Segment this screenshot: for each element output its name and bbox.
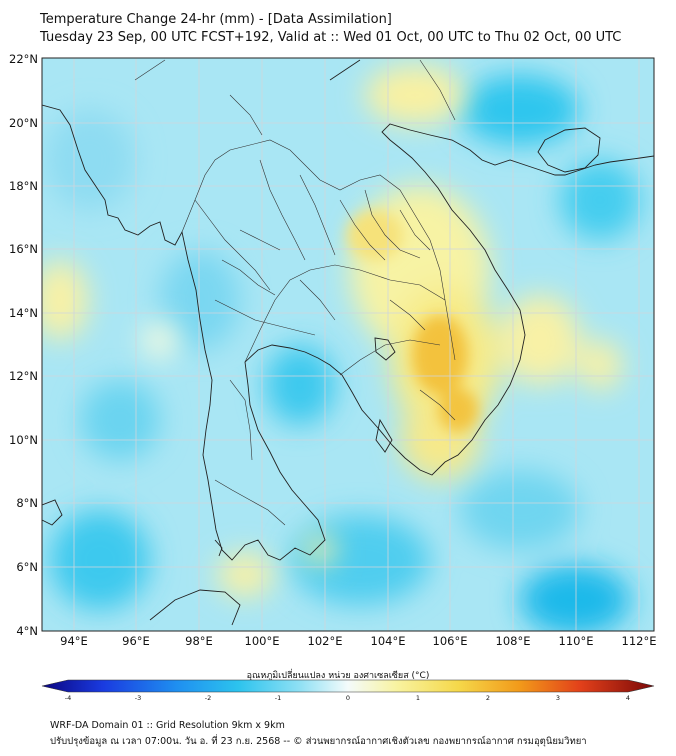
lon-label: 104°E [371, 634, 406, 648]
coastlines [42, 59, 654, 626]
colorbar-tick: -1 [275, 694, 281, 702]
temperature-map[interactable]: 22°N 20°N 18°N 16°N 14°N 12°N 10°N 8°N 6… [0, 0, 676, 660]
latitude-labels: 22°N 20°N 18°N 16°N 14°N 12°N 10°N 8°N 6… [9, 52, 38, 638]
lat-label: 14°N [9, 306, 38, 320]
footer-model-info: WRF-DA Domain 01 :: Grid Resolution 9km … [50, 720, 285, 731]
colorbar-tick: -4 [65, 694, 71, 702]
colorbar-tick: -2 [205, 694, 211, 702]
temperature-field [42, 58, 654, 631]
lon-label: 94°E [60, 634, 88, 648]
lat-label: 22°N [9, 52, 38, 66]
lat-label: 8°N [16, 496, 38, 510]
map-title: Temperature Change 24-hr (mm) - [Data As… [40, 12, 392, 27]
lat-label: 20°N [9, 116, 38, 130]
colorbar-label: อุณหภูมิเปลี่ยนแปลง หน่วย องศาเซลเซียส (… [246, 671, 430, 681]
admin-boundaries [134, 59, 456, 526]
colorbar-ticks: -4 -3 -2 -1 0 1 2 3 4 [65, 694, 630, 702]
colorbar-tick: 1 [416, 694, 420, 702]
lon-label: 100°E [245, 634, 280, 648]
lon-label: 106°E [433, 634, 468, 648]
lon-label: 102°E [308, 634, 343, 648]
lat-label: 16°N [9, 242, 38, 256]
colorbar-tick: 3 [556, 694, 560, 702]
map-frame [41, 57, 655, 632]
footer-credit: ปรับปรุงข้อมูล ณ เวลา 07:00น. วัน อ. ที่… [50, 736, 587, 747]
map-subtitle: Tuesday 23 Sep, 00 UTC FCST+192, Valid a… [40, 30, 622, 45]
lon-label: 110°E [559, 634, 594, 648]
lon-label: 96°E [122, 634, 150, 648]
lat-label: 18°N [9, 179, 38, 193]
colorbar-tick: 0 [346, 694, 350, 702]
lat-label: 6°N [16, 560, 38, 574]
lon-label: 112°E [622, 634, 657, 648]
lat-label: 12°N [9, 369, 38, 383]
longitude-labels: 94°E 96°E 98°E 100°E 102°E 104°E 106°E 1… [60, 634, 656, 648]
colorbar-tick: -3 [135, 694, 141, 702]
lon-label: 108°E [496, 634, 531, 648]
lat-label: 10°N [9, 433, 38, 447]
colorbar-tick: 4 [626, 694, 630, 702]
lat-label: 4°N [16, 624, 38, 638]
colorbar-tick: 2 [486, 694, 490, 702]
lon-label: 98°E [185, 634, 213, 648]
